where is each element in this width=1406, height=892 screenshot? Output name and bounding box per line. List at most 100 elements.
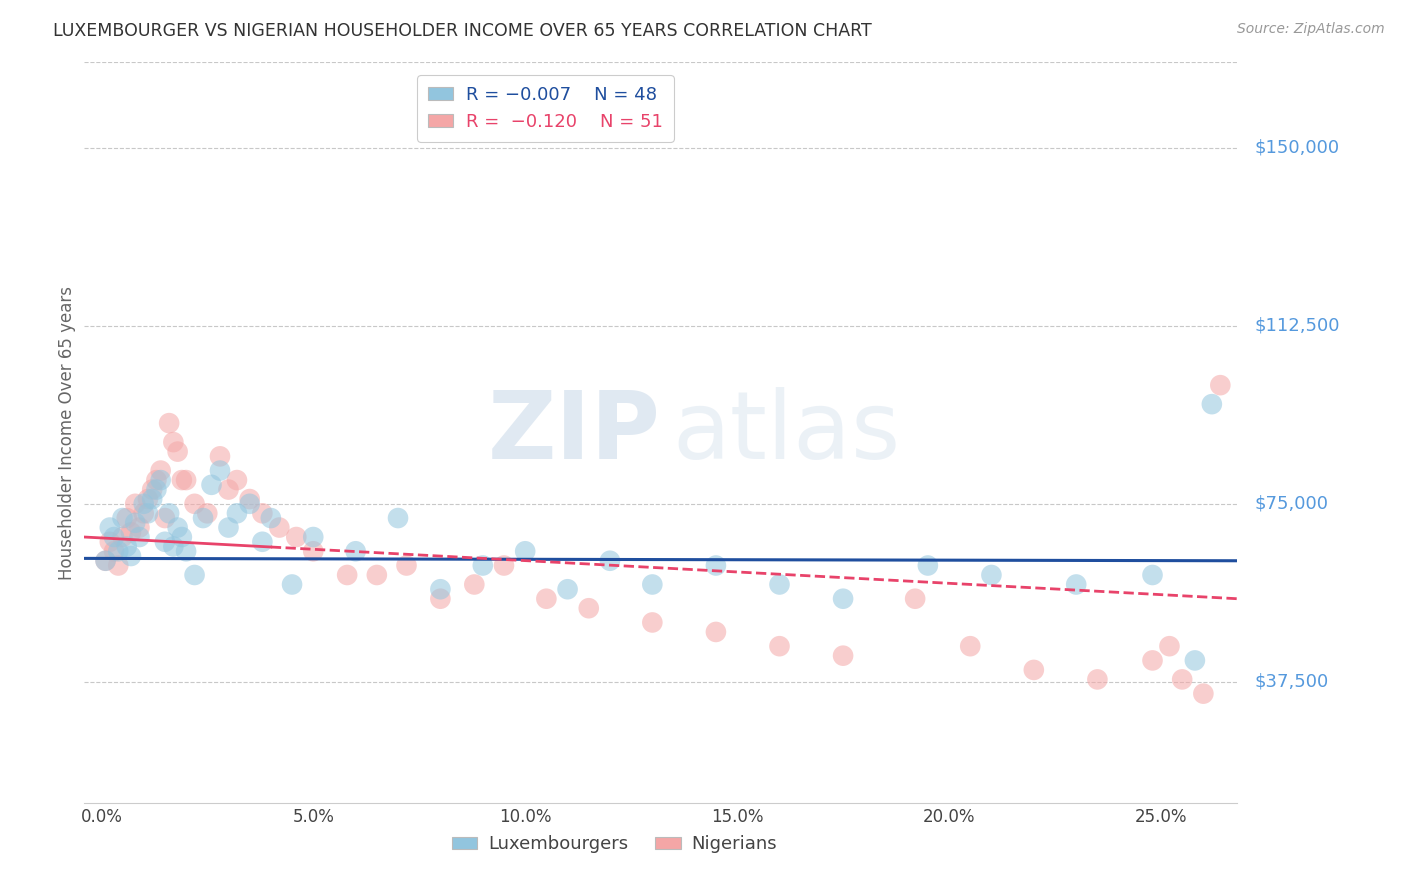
Point bbox=[157, 416, 180, 430]
Point bbox=[704, 624, 727, 639]
Point bbox=[281, 577, 304, 591]
Point bbox=[1087, 673, 1109, 687]
Point bbox=[115, 540, 138, 554]
Point bbox=[1184, 653, 1206, 667]
Point bbox=[166, 520, 188, 534]
Point bbox=[94, 554, 117, 568]
Point bbox=[208, 464, 231, 478]
Point bbox=[149, 473, 172, 487]
Point bbox=[226, 473, 249, 487]
Point bbox=[959, 639, 981, 653]
Point bbox=[98, 520, 121, 534]
Point bbox=[1064, 577, 1087, 591]
Point bbox=[239, 497, 262, 511]
Point bbox=[128, 530, 150, 544]
Point bbox=[145, 473, 167, 487]
Point bbox=[132, 506, 155, 520]
Point bbox=[578, 601, 600, 615]
Point bbox=[98, 534, 121, 549]
Point bbox=[141, 483, 163, 497]
Point bbox=[471, 558, 494, 573]
Point bbox=[269, 520, 291, 534]
Point bbox=[200, 478, 222, 492]
Point bbox=[302, 530, 325, 544]
Point bbox=[218, 520, 240, 534]
Point bbox=[832, 648, 855, 663]
Point bbox=[162, 435, 184, 450]
Point bbox=[183, 568, 205, 582]
Point bbox=[149, 464, 172, 478]
Point bbox=[239, 491, 262, 506]
Point bbox=[641, 577, 664, 591]
Point bbox=[1201, 397, 1223, 411]
Point bbox=[768, 639, 790, 653]
Point bbox=[980, 568, 1002, 582]
Text: $112,500: $112,500 bbox=[1254, 317, 1340, 334]
Point bbox=[1142, 653, 1164, 667]
Point bbox=[557, 582, 579, 597]
Point bbox=[136, 506, 159, 520]
Point bbox=[218, 483, 240, 497]
Point bbox=[124, 497, 146, 511]
Text: $37,500: $37,500 bbox=[1254, 673, 1329, 690]
Point bbox=[1192, 687, 1215, 701]
Point bbox=[252, 506, 274, 520]
Point bbox=[1022, 663, 1045, 677]
Point bbox=[94, 554, 117, 568]
Point bbox=[115, 511, 138, 525]
Point bbox=[260, 511, 283, 525]
Text: ZIP: ZIP bbox=[488, 386, 661, 479]
Point bbox=[515, 544, 537, 558]
Point bbox=[395, 558, 418, 573]
Point bbox=[153, 534, 176, 549]
Point bbox=[387, 511, 409, 525]
Point bbox=[904, 591, 927, 606]
Point bbox=[1171, 673, 1194, 687]
Point bbox=[103, 530, 125, 544]
Point bbox=[492, 558, 515, 573]
Point bbox=[157, 506, 180, 520]
Y-axis label: Householder Income Over 65 years: Householder Income Over 65 years bbox=[58, 285, 76, 580]
Point bbox=[174, 544, 197, 558]
Point bbox=[103, 544, 125, 558]
Point bbox=[191, 511, 214, 525]
Text: $75,000: $75,000 bbox=[1254, 495, 1329, 513]
Point bbox=[136, 491, 159, 506]
Point bbox=[145, 483, 167, 497]
Point bbox=[599, 554, 621, 568]
Point bbox=[1159, 639, 1181, 653]
Point bbox=[429, 582, 451, 597]
Point bbox=[183, 497, 205, 511]
Point bbox=[302, 544, 325, 558]
Point bbox=[1142, 568, 1164, 582]
Point bbox=[132, 497, 155, 511]
Point bbox=[536, 591, 558, 606]
Text: LUXEMBOURGER VS NIGERIAN HOUSEHOLDER INCOME OVER 65 YEARS CORRELATION CHART: LUXEMBOURGER VS NIGERIAN HOUSEHOLDER INC… bbox=[53, 22, 872, 40]
Point bbox=[768, 577, 790, 591]
Point bbox=[429, 591, 451, 606]
Point bbox=[195, 506, 218, 520]
Point bbox=[170, 530, 193, 544]
Point bbox=[124, 516, 146, 530]
Text: $150,000: $150,000 bbox=[1254, 139, 1340, 157]
Point bbox=[917, 558, 939, 573]
Point bbox=[226, 506, 249, 520]
Point bbox=[463, 577, 485, 591]
Point bbox=[704, 558, 727, 573]
Point bbox=[174, 473, 197, 487]
Point bbox=[285, 530, 308, 544]
Point bbox=[141, 491, 163, 506]
Text: atlas: atlas bbox=[672, 386, 901, 479]
Point bbox=[641, 615, 664, 630]
Point bbox=[252, 534, 274, 549]
Point bbox=[111, 530, 134, 544]
Legend: Luxembourgers, Nigerians: Luxembourgers, Nigerians bbox=[444, 828, 785, 861]
Point bbox=[366, 568, 388, 582]
Point bbox=[162, 540, 184, 554]
Point bbox=[107, 558, 129, 573]
Point bbox=[120, 525, 142, 540]
Point bbox=[1209, 378, 1232, 392]
Point bbox=[120, 549, 142, 563]
Point bbox=[336, 568, 359, 582]
Text: Source: ZipAtlas.com: Source: ZipAtlas.com bbox=[1237, 22, 1385, 37]
